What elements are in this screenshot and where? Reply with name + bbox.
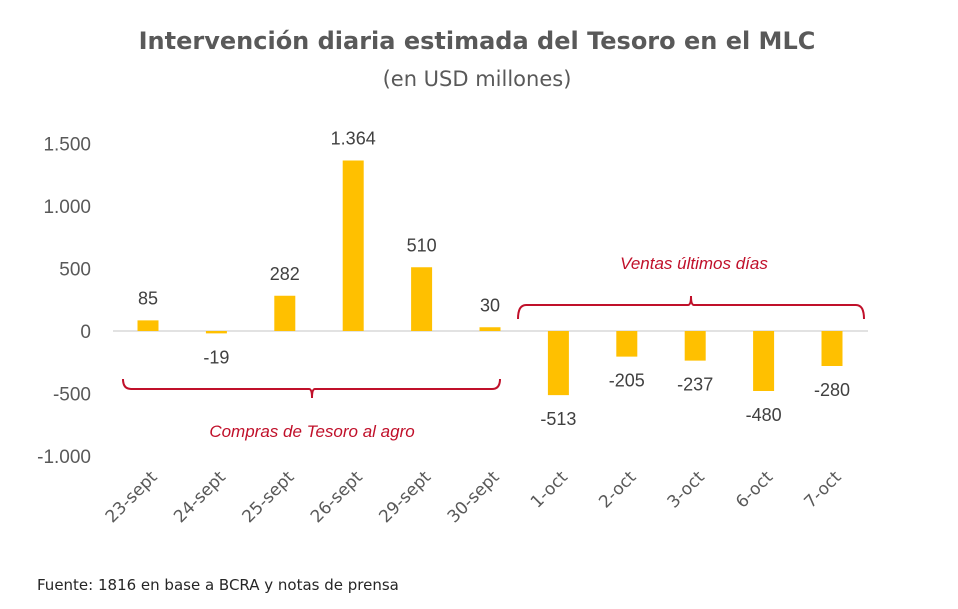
y-tick-label: 500 xyxy=(59,260,91,281)
bracket-ventas-shape xyxy=(517,295,865,320)
bar-6-oct xyxy=(753,331,775,391)
chart-subtitle: (en USD millones) xyxy=(383,67,572,91)
annotation-ventas: Ventas últimos días xyxy=(620,254,768,273)
data-label-26-sept: 1.364 xyxy=(331,129,376,149)
bar-25-sept xyxy=(274,295,296,331)
bars xyxy=(137,160,843,396)
data-label-2-oct: -205 xyxy=(609,371,645,391)
bar-23-sept xyxy=(137,320,159,331)
x-tick-label: 30-sept xyxy=(444,467,504,527)
data-labels: 85 -19 282 1.364 510 30 -513 -205 -237 -480 -280 xyxy=(138,129,850,430)
bar-2-oct xyxy=(616,331,638,357)
y-tick-label: 0 xyxy=(80,322,91,343)
annotation-compras: Compras de Tesoro al agro xyxy=(209,422,414,441)
data-label-23-sept: 85 xyxy=(138,288,158,308)
x-tick-label: 26-sept xyxy=(307,467,367,527)
bar-26-sept xyxy=(342,160,364,331)
bar-30-sept xyxy=(479,327,501,331)
chart-title: Intervención diaria estimada del Tesoro … xyxy=(139,27,816,55)
bar-24-sept xyxy=(205,331,227,334)
x-tick-label: 2-oct xyxy=(595,467,640,512)
data-label-25-sept: 282 xyxy=(270,264,300,284)
x-tick-label: 23-sept xyxy=(102,467,162,527)
bar-7-oct xyxy=(821,331,843,366)
data-label-6-oct: -480 xyxy=(746,405,782,425)
bar-1-oct xyxy=(547,331,569,396)
x-tick-label: 24-sept xyxy=(170,467,230,527)
bar-3-oct xyxy=(684,331,706,361)
x-tick-label: 25-sept xyxy=(239,467,299,527)
x-tick-label: 3-oct xyxy=(664,467,709,512)
bracket-compras-shape xyxy=(122,378,501,399)
y-axis: 1.500 1.000 500 0 -500 -1.000 xyxy=(37,135,91,469)
bar-29-sept xyxy=(411,267,433,331)
data-label-29-sept: 510 xyxy=(407,235,437,255)
y-tick-label: 1.500 xyxy=(43,135,91,156)
x-tick-label: 6-oct xyxy=(732,467,777,512)
x-axis: 23-sept 24-sept 25-sept 26-sept 29-sept 30-se… xyxy=(102,467,846,527)
y-tick-label: -500 xyxy=(53,385,91,406)
data-label-3-oct: -237 xyxy=(677,375,713,395)
y-tick-label: 1.000 xyxy=(43,197,91,218)
bracket-ventas: Ventas últimos días xyxy=(517,254,865,320)
x-tick-label: 1-oct xyxy=(527,467,572,512)
y-tick-label: -1.000 xyxy=(37,447,91,468)
data-label-7-oct: -280 xyxy=(814,380,850,400)
x-tick-label: 29-sept xyxy=(375,467,435,527)
x-tick-label: 7-oct xyxy=(801,467,846,512)
data-label-30-sept: 30 xyxy=(480,295,500,315)
data-label-24-sept: -19 xyxy=(203,347,229,367)
source-note: Fuente: 1816 en base a BCRA y notas de p… xyxy=(37,576,399,594)
data-label-1-oct: -513 xyxy=(540,409,576,429)
bracket-compras: Compras de Tesoro al agro xyxy=(122,378,501,441)
